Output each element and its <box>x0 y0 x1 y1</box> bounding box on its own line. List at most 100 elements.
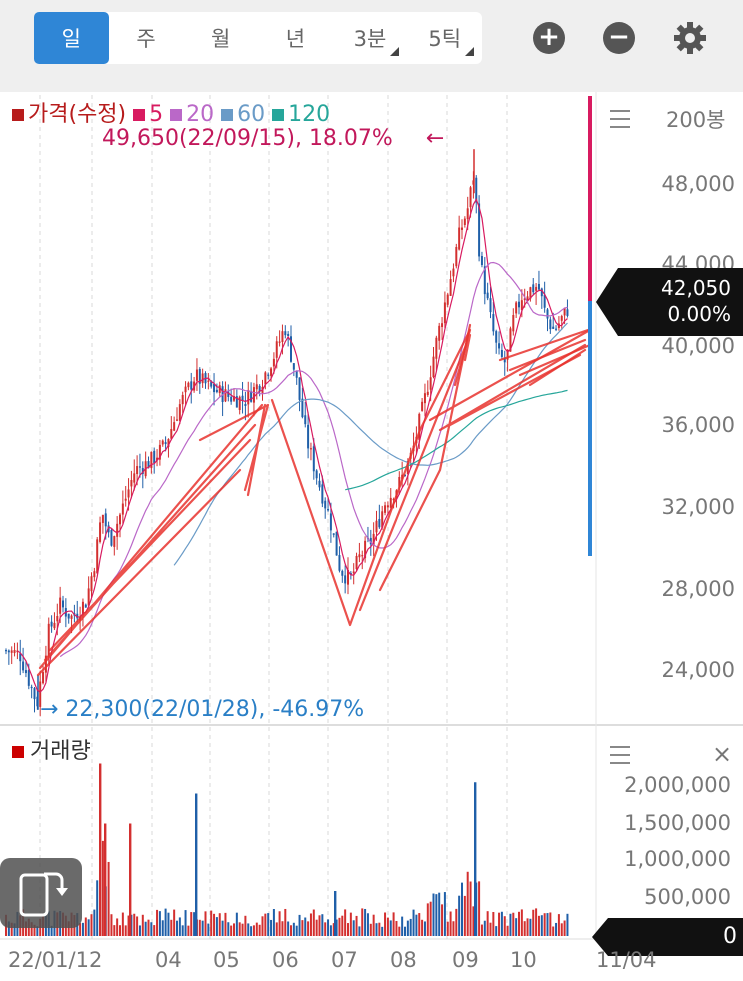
volume-bar <box>221 920 224 936</box>
volume-close-icon[interactable]: × <box>712 740 733 768</box>
candle-body <box>515 302 518 314</box>
period-minute-button[interactable]: 3분 <box>333 12 408 64</box>
period-tick-button[interactable]: 5틱 <box>407 12 482 64</box>
candle-body <box>355 555 358 570</box>
candle-body <box>215 389 218 393</box>
candle-body <box>81 601 84 615</box>
period-month-button[interactable]: 월 <box>183 12 258 64</box>
volume-bar <box>552 926 555 936</box>
zoom-in-button[interactable]: + <box>533 22 565 54</box>
volume-bar <box>7 921 10 936</box>
candle-body <box>358 554 361 558</box>
candle-body <box>99 522 102 542</box>
volume-bar <box>498 912 501 936</box>
volume-bar <box>138 925 141 936</box>
volume-bar <box>93 909 96 936</box>
volume-bar <box>99 763 102 936</box>
volume-bar <box>167 912 170 936</box>
volume-bar <box>224 912 227 936</box>
candle-body <box>101 514 104 523</box>
period-day-button[interactable]: 일 <box>34 12 109 64</box>
candle-body <box>486 292 489 299</box>
price-tick: 24,000 <box>661 658 735 682</box>
volume-bar <box>395 921 398 936</box>
ma20-line <box>59 261 568 658</box>
candle-body <box>158 444 161 460</box>
candle-body <box>70 615 73 619</box>
volume-bar <box>201 920 204 936</box>
volume-panel-menu-icon[interactable] <box>610 746 630 764</box>
candle-body <box>153 450 156 464</box>
candle-body <box>238 396 241 411</box>
candle-body <box>24 670 27 674</box>
period-week-button[interactable]: 주 <box>109 12 184 64</box>
candle-body <box>295 370 298 378</box>
candle-body <box>161 440 164 445</box>
volume-bar <box>344 909 347 936</box>
candle-body <box>469 187 472 208</box>
volume-bar <box>207 923 210 936</box>
candle-body <box>235 396 238 408</box>
volume-bar <box>121 912 124 936</box>
volume-bar <box>250 926 253 936</box>
volume-bar <box>127 915 130 936</box>
volume-bar <box>540 915 543 936</box>
date-tick: 07 <box>331 948 358 972</box>
candle-body <box>566 309 569 316</box>
candle-body <box>512 314 515 332</box>
candle-body <box>241 395 244 401</box>
candle-body <box>523 298 526 300</box>
annotation-stroke <box>378 323 592 592</box>
candle-body <box>127 489 130 498</box>
volume-bar <box>446 921 449 936</box>
date-tick: 05 <box>213 948 240 972</box>
rotate-screen-button[interactable] <box>0 858 82 928</box>
volume-bar <box>24 921 27 936</box>
candle-body <box>552 326 555 329</box>
candle-body <box>44 655 47 673</box>
volume-bar <box>101 840 104 936</box>
volume-bar <box>153 925 156 936</box>
candle-body <box>213 383 216 393</box>
current-change: 0.00% <box>667 302 731 326</box>
volume-bar <box>230 925 233 936</box>
bar-count-label[interactable]: 200봉 <box>666 108 726 132</box>
settings-gear-icon[interactable] <box>672 20 708 56</box>
candle-body <box>119 514 121 525</box>
candle-body <box>344 575 347 584</box>
candle-body <box>435 337 438 359</box>
candle-body <box>443 302 446 324</box>
volume-bar <box>334 891 337 936</box>
volume-bar <box>10 922 13 936</box>
volume-bar <box>355 915 358 936</box>
volume-bar <box>535 908 538 936</box>
volume-bar <box>466 871 469 936</box>
volume-bar <box>173 909 176 936</box>
price-panel-menu-icon[interactable] <box>610 110 630 128</box>
candle-body <box>267 374 270 376</box>
candle-body <box>227 391 230 397</box>
zoom-out-button[interactable]: − <box>603 22 635 54</box>
volume-bar <box>324 922 327 936</box>
annotation-stroke <box>498 328 592 387</box>
candle-body <box>96 539 99 574</box>
candle-body <box>429 377 432 390</box>
volume-bar <box>264 913 267 936</box>
volume-bar <box>287 921 290 936</box>
date-tick: 22/01/12 <box>8 948 103 972</box>
candle-body <box>124 498 127 501</box>
volume-bar <box>184 910 187 936</box>
minus-icon: − <box>608 22 630 52</box>
volume-bar <box>532 909 535 936</box>
period-day-label: 일 <box>61 27 81 51</box>
period-year-button[interactable]: 년 <box>258 12 333 64</box>
volume-bar <box>116 918 119 936</box>
volume-bar <box>478 881 481 936</box>
candle-body <box>506 349 509 360</box>
volume-bar <box>278 911 281 936</box>
volume-bar <box>90 914 93 936</box>
volume-tick: 500,000 <box>644 885 731 909</box>
period-selector: 일 주 월 년 3분 5틱 <box>34 12 482 64</box>
volume-bar <box>392 912 395 936</box>
